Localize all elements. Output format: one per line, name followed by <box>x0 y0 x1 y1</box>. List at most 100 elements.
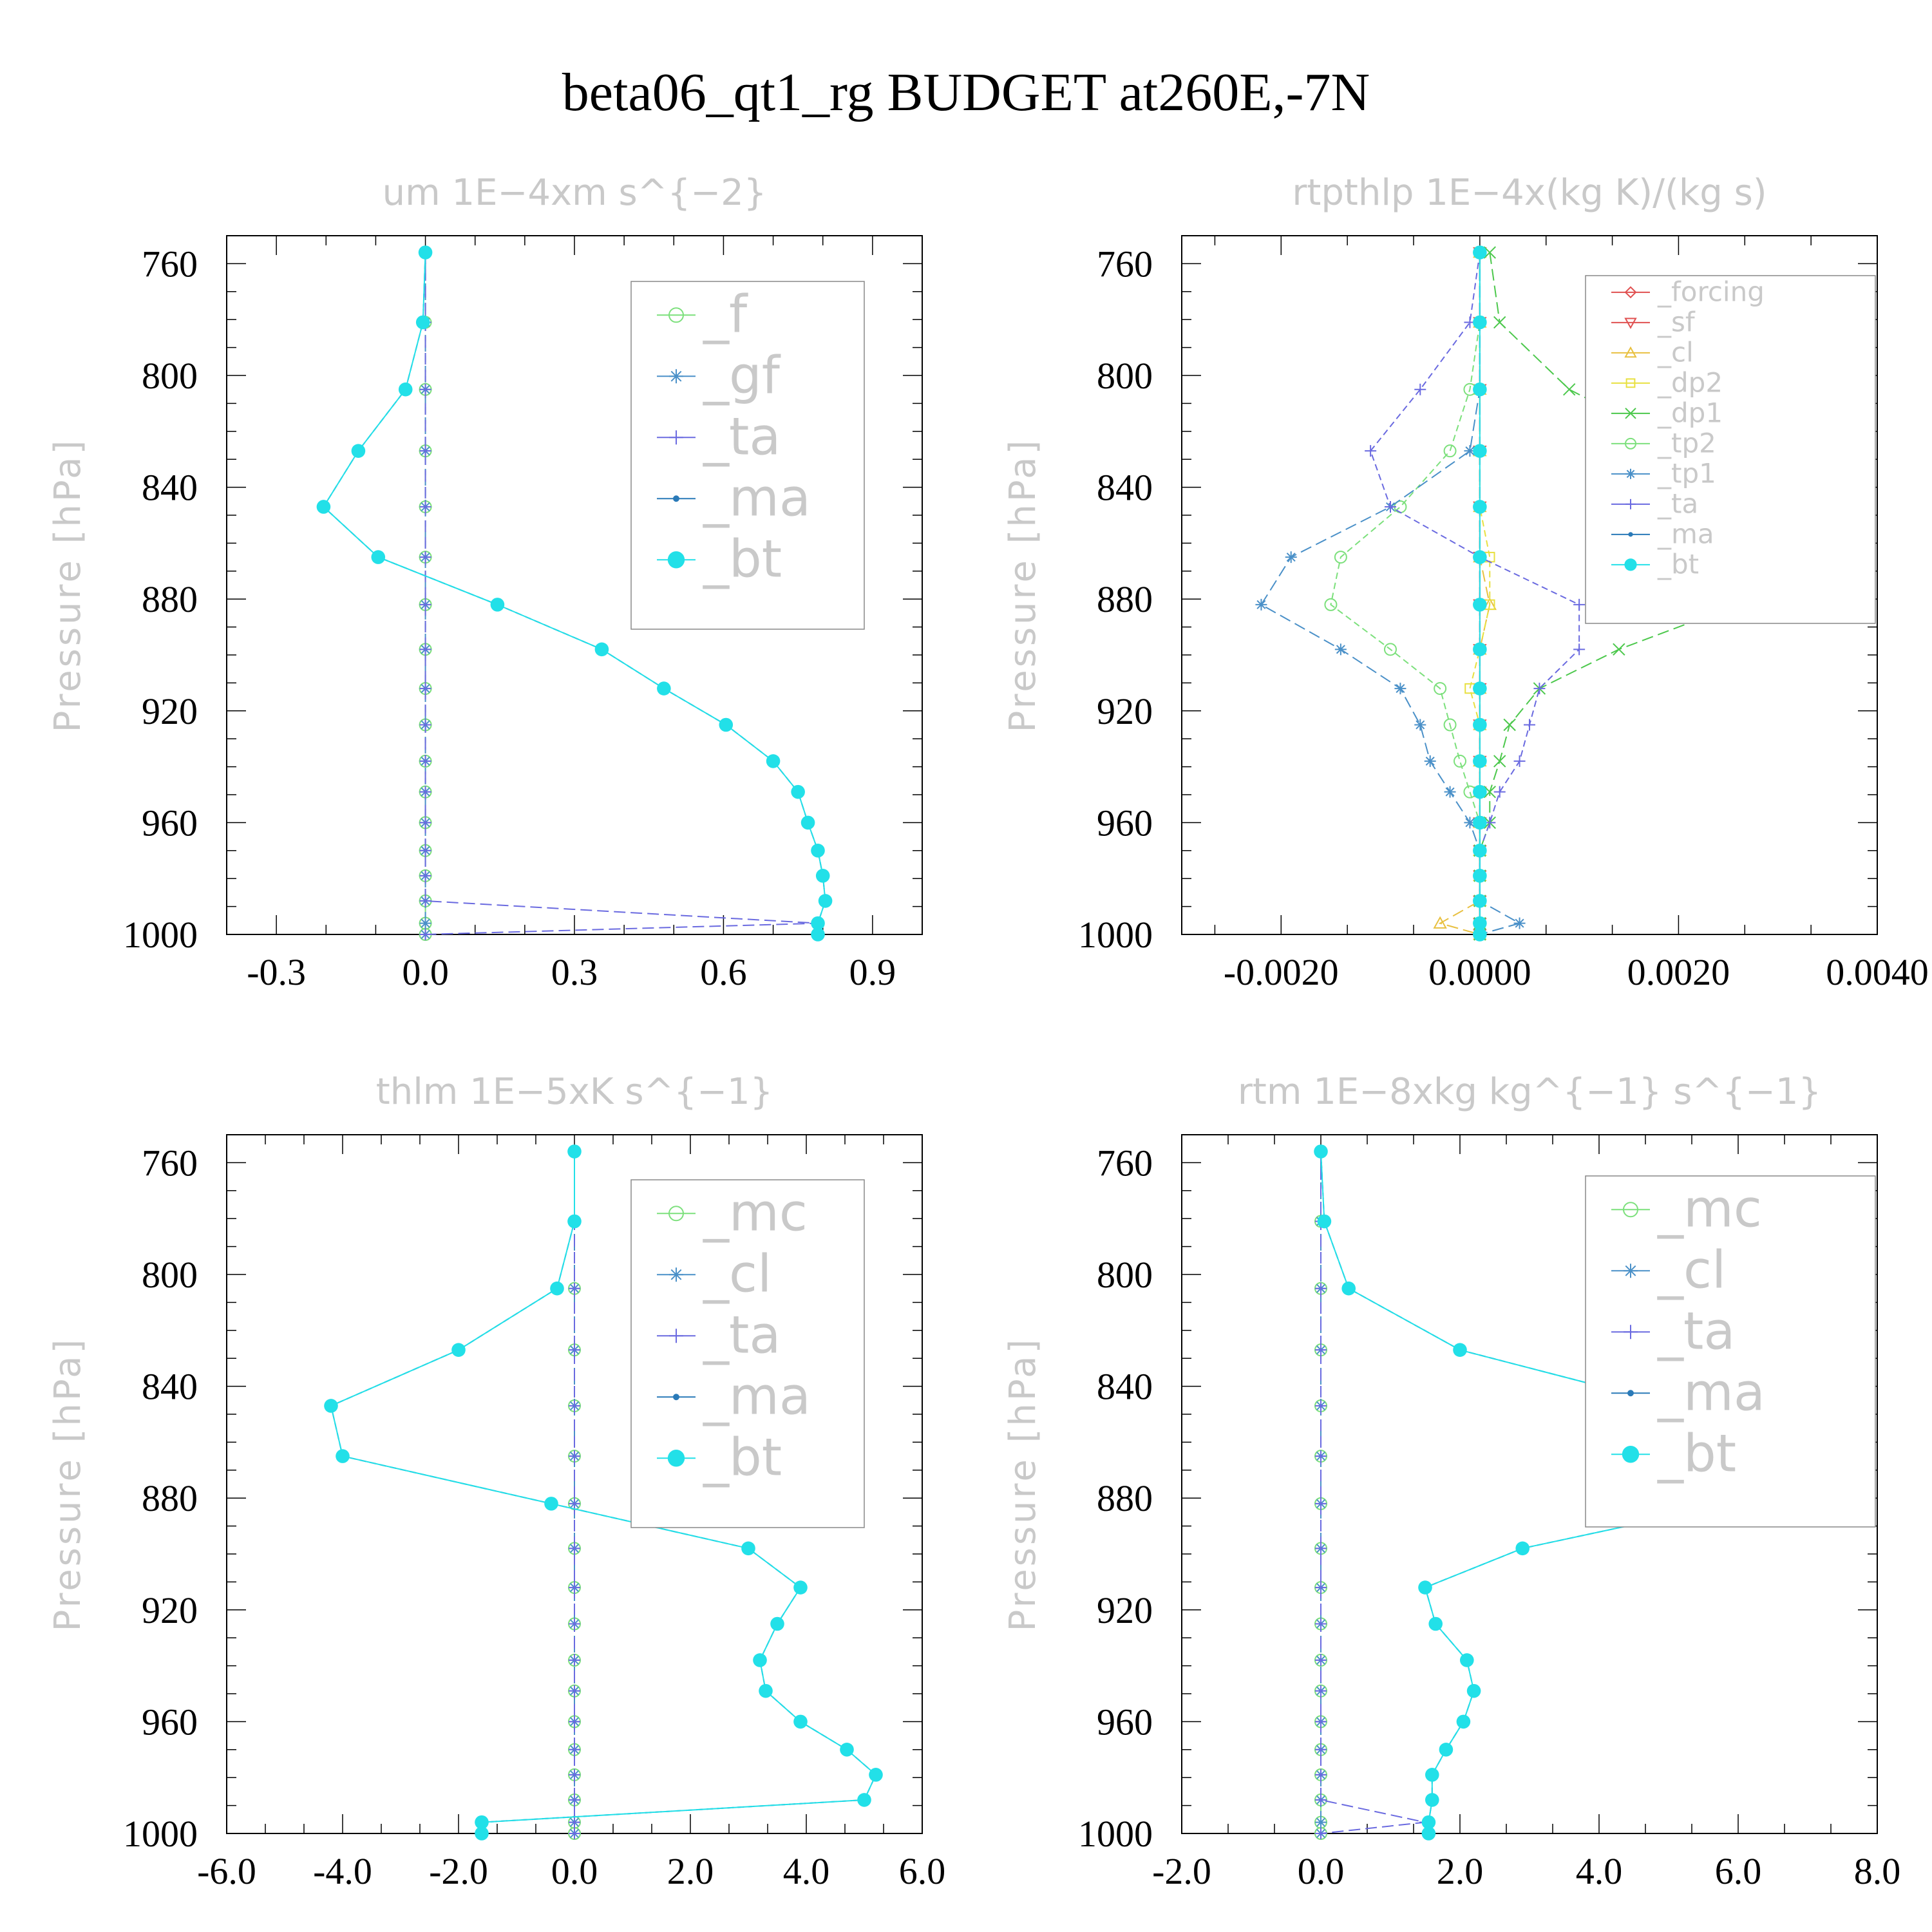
legend-label: _ma <box>703 1367 811 1426</box>
legend-entry: _mc <box>657 1183 808 1243</box>
legend-entry: _ta <box>657 1305 781 1365</box>
legend-marker <box>1627 1390 1634 1397</box>
x-tick-label: 0.9 <box>849 951 896 993</box>
y-tick-label: 920 <box>1097 690 1153 732</box>
data-point <box>1453 1343 1467 1357</box>
legend-marker <box>669 1329 683 1343</box>
data-point <box>1421 1826 1436 1841</box>
legend-marker <box>1624 558 1637 571</box>
panel-title: rtm 1E−8xkg kg^{−1} s^{−1} <box>1238 1071 1821 1113</box>
data-point <box>1613 643 1625 656</box>
data-point <box>1483 785 1496 799</box>
legend-label: _ta <box>1657 1302 1735 1361</box>
data-point <box>1473 382 1487 397</box>
data-point <box>1513 755 1526 767</box>
legend-entry: _ma <box>1611 518 1714 550</box>
legend-box <box>1585 275 1876 624</box>
data-point <box>569 1768 580 1781</box>
legend-label: _tp2 <box>1657 428 1716 459</box>
data-point <box>770 1616 784 1631</box>
data-point <box>569 1282 580 1294</box>
data-point <box>811 916 825 931</box>
data-point <box>1315 1399 1327 1412</box>
x-tick-label: 8.0 <box>1854 1850 1901 1892</box>
data-point <box>818 894 833 908</box>
data-point <box>741 1541 755 1556</box>
legend-label: _bt <box>703 1428 782 1488</box>
data-point <box>451 1343 466 1357</box>
data-point <box>1473 869 1487 883</box>
data-point <box>1434 682 1447 696</box>
data-point <box>840 1743 854 1757</box>
legend-label: _ma <box>703 468 811 528</box>
data-point <box>419 383 431 395</box>
y-axis-label: Pressure [hPa] <box>1002 438 1044 733</box>
legend-entry: _cl <box>657 1244 772 1304</box>
data-point <box>811 844 825 858</box>
data-point <box>398 382 413 397</box>
data-point <box>1573 598 1586 611</box>
y-tick-label: 760 <box>142 243 198 285</box>
legend-marker <box>1623 1202 1638 1218</box>
data-point <box>1425 1793 1439 1807</box>
x-tick-label: 0.0040 <box>1826 951 1929 993</box>
data-point <box>1384 643 1397 656</box>
data-point <box>1385 500 1396 513</box>
data-point <box>857 1793 871 1807</box>
data-point <box>1439 1743 1454 1757</box>
data-point <box>1464 817 1476 829</box>
data-point <box>1493 786 1506 798</box>
data-point <box>1414 719 1426 731</box>
y-tick-label: 800 <box>1097 1254 1153 1296</box>
legend-entry: _bt <box>1611 549 1699 580</box>
data-point <box>419 683 431 695</box>
x-tick-label: -0.0020 <box>1224 951 1339 993</box>
series-line <box>1370 252 1580 934</box>
x-tick-label: 0.6 <box>700 951 747 993</box>
legend-entry: _bt <box>1611 1424 1736 1484</box>
legend-label: _gf <box>703 346 781 406</box>
data-point <box>569 1685 580 1697</box>
x-tick-label: 0.0 <box>402 951 449 993</box>
plot-frame <box>1181 235 1878 935</box>
y-tick-label: 760 <box>1097 243 1153 285</box>
data-point <box>569 1542 580 1555</box>
data-point <box>1315 1654 1327 1666</box>
data-point <box>419 917 431 929</box>
data-point <box>1428 1616 1443 1631</box>
legend-marker <box>1625 378 1636 388</box>
data-point <box>1341 1281 1356 1296</box>
data-point <box>324 1399 338 1413</box>
legend-label: _ta <box>703 1305 781 1365</box>
legend-marker <box>667 551 685 569</box>
series-bt <box>316 245 833 942</box>
series-line <box>1260 252 1522 935</box>
x-tick-label: 4.0 <box>1576 1850 1623 1892</box>
y-tick-label: 1000 <box>1078 1813 1153 1855</box>
panel-title: rtpthlp 1E−4x(kg K)/(kg s) <box>1292 172 1766 214</box>
data-point <box>759 1683 773 1698</box>
data-point <box>1483 246 1496 259</box>
data-point <box>1315 1816 1327 1828</box>
legend-label: _forcing <box>1657 276 1765 308</box>
data-point <box>791 784 805 799</box>
legend-marker <box>668 1206 684 1222</box>
legend: _mc_cl_ta_ma_bt <box>1585 1175 1876 1528</box>
data-point <box>1473 500 1487 514</box>
x-tick-label: -2.0 <box>1152 1850 1211 1892</box>
data-point <box>1473 894 1487 908</box>
data-point <box>419 598 431 611</box>
legend-entry: _dp2 <box>1611 367 1723 399</box>
legend-label: _f <box>703 285 748 345</box>
data-point <box>316 500 331 514</box>
data-point <box>1464 445 1476 457</box>
data-point <box>415 315 430 330</box>
data-point <box>1315 1542 1327 1555</box>
data-point <box>419 755 431 767</box>
data-point <box>1473 444 1487 458</box>
legend-marker <box>1624 317 1637 329</box>
data-point <box>569 1618 580 1630</box>
y-axis-label: Pressure [hPa] <box>47 438 89 733</box>
y-tick-label: 840 <box>1097 467 1153 509</box>
data-point <box>811 927 825 942</box>
